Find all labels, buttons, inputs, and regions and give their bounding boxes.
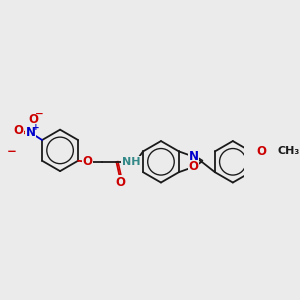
Text: CH₃: CH₃ xyxy=(278,146,300,156)
Text: O: O xyxy=(116,176,125,188)
Text: NH: NH xyxy=(122,157,140,167)
Text: +: + xyxy=(32,123,40,132)
Text: O: O xyxy=(256,145,266,158)
Text: N: N xyxy=(26,126,36,139)
Text: O: O xyxy=(29,113,39,126)
Text: O: O xyxy=(13,124,23,137)
Text: O: O xyxy=(82,155,92,168)
Text: O: O xyxy=(188,160,199,173)
Text: N: N xyxy=(188,150,199,163)
Text: −: − xyxy=(35,109,44,119)
Text: −: − xyxy=(7,146,16,158)
